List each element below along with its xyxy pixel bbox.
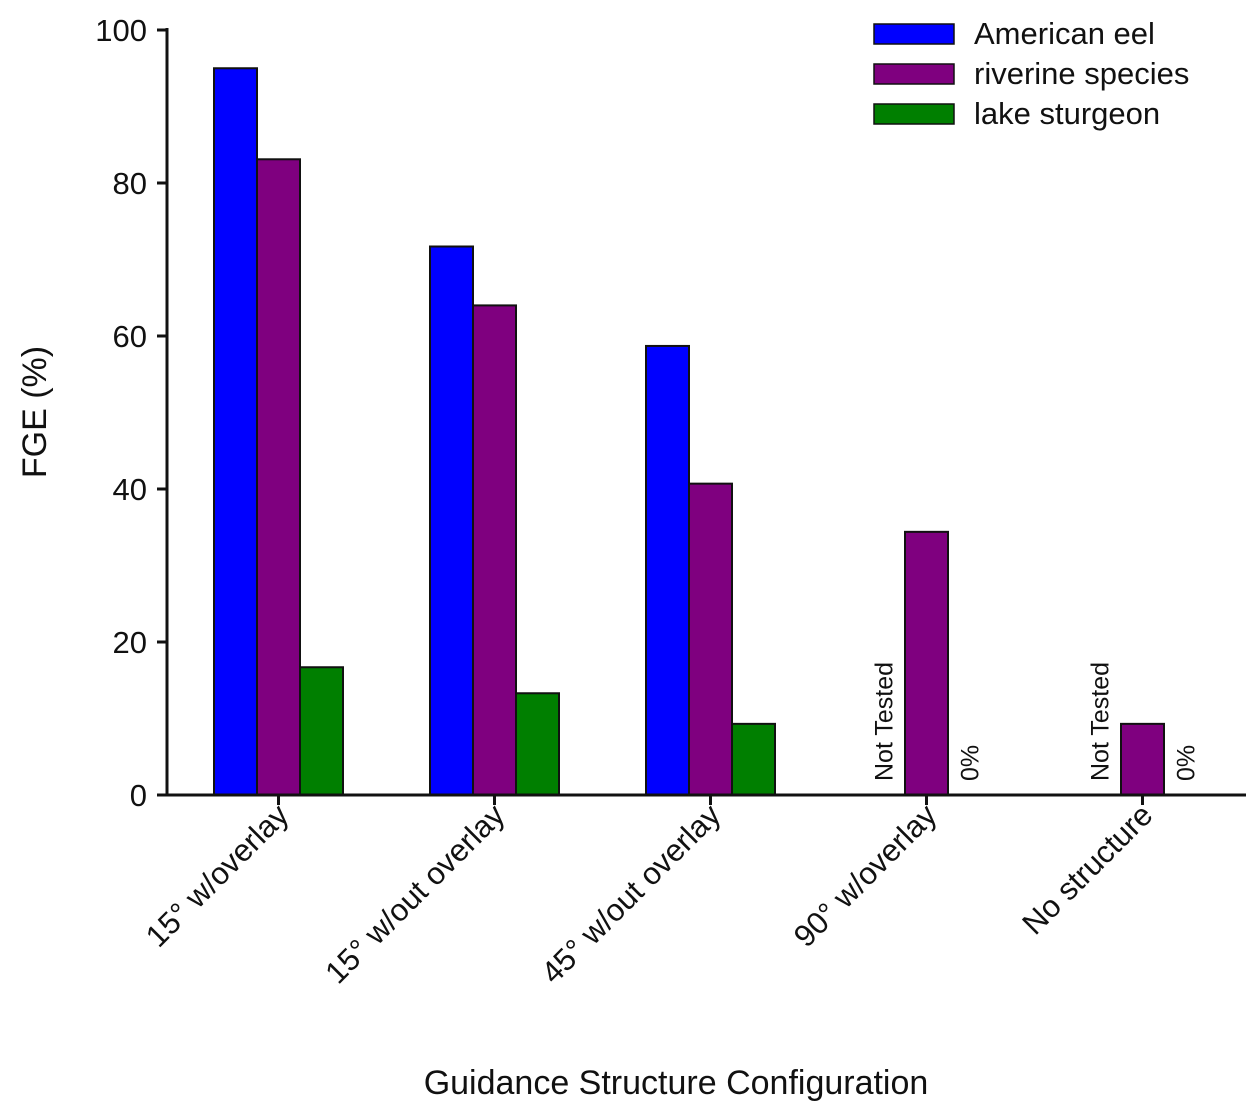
bar-annotation: 0% <box>1173 745 1201 781</box>
bar-riverine-species <box>1120 722 1165 796</box>
y-tick-label: 40 <box>113 472 147 507</box>
legend-swatch <box>873 63 955 85</box>
x-tick-label: 15° w/overlay <box>139 797 296 954</box>
bar-riverine-species <box>904 530 949 797</box>
bar-riverine-species <box>688 482 733 796</box>
bars-layer <box>213 67 1165 797</box>
axes-layer <box>157 28 1246 797</box>
y-tick-label: 100 <box>95 13 147 48</box>
bar-riverine-species <box>256 158 301 797</box>
bar-american-eel <box>213 67 258 796</box>
x-tick-label: No structure <box>1015 797 1159 941</box>
y-tick-label: 60 <box>113 319 147 354</box>
x-tick-label: 15° w/out overlay <box>318 797 511 990</box>
bar-annotation: 0% <box>957 745 985 781</box>
legend-swatch <box>873 103 955 125</box>
y-tick-label: 80 <box>113 166 147 201</box>
legend-label: American eel <box>974 16 1155 51</box>
bar-annotation: Not Tested <box>1087 662 1115 781</box>
bar-annotation: Not Tested <box>871 662 899 781</box>
legend-swatch <box>873 23 955 45</box>
x-tick-label: 45° w/out overlay <box>534 797 727 990</box>
y-axis-label: FGE (%) <box>16 346 54 478</box>
legend: American eel riverine species lake sturgeo… <box>873 16 1189 131</box>
bar-lake-sturgeon <box>299 666 344 796</box>
bar-american-eel <box>429 245 474 796</box>
x-axis-label: Guidance Structure Configuration <box>424 1064 929 1102</box>
x-ticks: 15° w/overlay 15° w/out overlay 45° w/out … <box>139 795 1159 990</box>
x-tick-label: 90° w/overlay <box>787 797 944 954</box>
bar-lake-sturgeon <box>515 692 560 797</box>
annotations-layer: Not Tested 0% Not Tested 0% <box>871 662 1201 781</box>
y-tick-label: 20 <box>113 625 147 660</box>
bar-lake-sturgeon <box>731 722 776 796</box>
bar-american-eel <box>645 344 690 796</box>
legend-label: riverine species <box>974 56 1189 91</box>
y-tick-label: 0 <box>130 778 147 813</box>
y-ticks: 0 20 40 60 80 100 <box>95 13 167 813</box>
legend-label: lake sturgeon <box>974 96 1160 131</box>
bar-riverine-species <box>472 304 517 796</box>
